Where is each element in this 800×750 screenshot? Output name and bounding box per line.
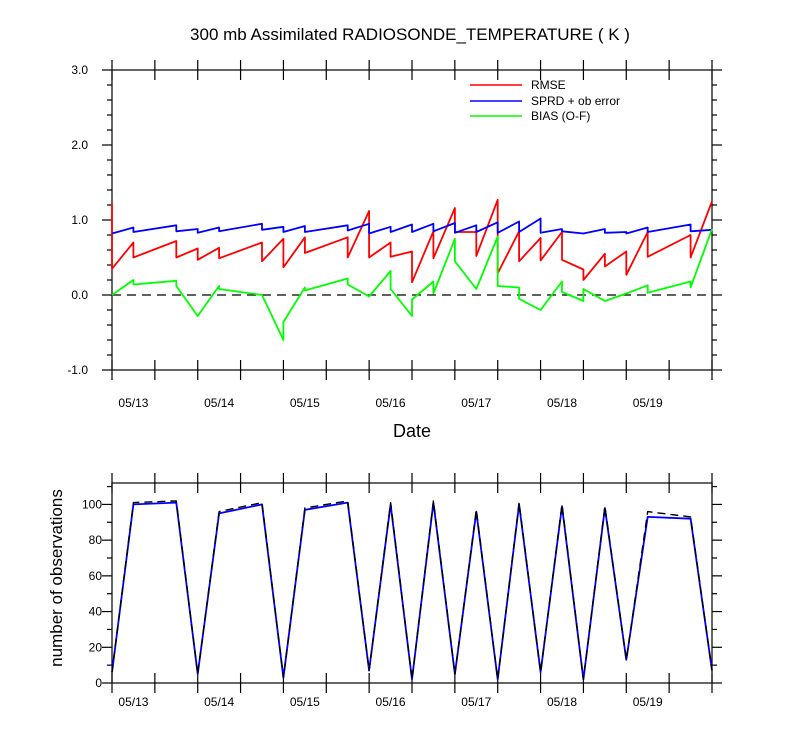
top-date-label: 05/15 <box>290 396 320 410</box>
top-y-tick-label: 0.0 <box>71 288 88 302</box>
bottom-date-label: 05/13 <box>118 695 148 709</box>
top-ticks <box>102 60 722 380</box>
top-y-tick-label: 2.0 <box>71 138 88 152</box>
top-date-label: 05/19 <box>633 396 663 410</box>
bottom-y-tick-labels: 0 20 40 60 80 100 <box>82 497 102 690</box>
top-date-label: 05/16 <box>376 396 406 410</box>
bottom-series-observations-dashed <box>111 500 713 681</box>
bottom-series <box>111 500 713 681</box>
bottom-date-label: 05/14 <box>204 695 234 709</box>
top-series-rmse <box>111 198 713 284</box>
bottom-y-tick-label: 20 <box>89 640 103 654</box>
bottom-y-tick-label: 100 <box>82 497 102 511</box>
top-series-bias-o-f <box>111 228 713 341</box>
top-y-tick-label: 1.0 <box>71 213 88 227</box>
top-plot-frame <box>111 69 713 371</box>
top-panel: -1.00.01.02.03.0 05/13 05/14 05/15 05/16 05/… <box>67 60 722 441</box>
legend-label-sprd: SPRD + ob error <box>531 94 620 108</box>
top-series <box>111 198 713 341</box>
bottom-y-tick-label: 60 <box>89 569 103 583</box>
bottom-date-label: 05/15 <box>290 695 320 709</box>
top-date-label: 05/17 <box>461 396 491 410</box>
bottom-date-label: 05/19 <box>633 695 663 709</box>
top-x-tick-labels: 05/13 05/14 05/15 05/16 05/17 05/18 05/19 <box>118 396 663 410</box>
top-series-sprd-ob-error <box>111 217 713 235</box>
bottom-ticks <box>102 473 722 693</box>
legend-label-rmse: RMSE <box>531 78 566 92</box>
top-date-label: 05/18 <box>547 396 577 410</box>
top-date-label: 05/13 <box>118 396 148 410</box>
top-y-tick-label: -1.0 <box>67 363 88 377</box>
bottom-date-label: 05/18 <box>547 695 577 709</box>
top-y-tick-labels: -1.0 0.0 1.0 2.0 3.0 <box>67 63 88 377</box>
bottom-series-observations <box>111 501 713 681</box>
x-axis-title: Date <box>393 421 431 441</box>
bottom-x-tick-labels: 05/13 05/14 05/15 05/16 05/17 05/18 05/19 <box>118 695 663 709</box>
bottom-y-tick-label: 0 <box>95 676 102 690</box>
chart-title: 300 mb Assimilated RADIOSONDE_TEMPERATUR… <box>190 25 630 44</box>
bottom-plot-frame <box>111 482 713 684</box>
bottom-date-label: 05/16 <box>376 695 406 709</box>
top-y-tick-label: 3.0 <box>71 63 88 77</box>
bottom-y-tick-label: 40 <box>89 605 103 619</box>
legend-label-bias: BIAS (O-F) <box>531 109 590 123</box>
bottom-y-tick-label: 80 <box>89 533 103 547</box>
bottom-date-label: 05/17 <box>461 695 491 709</box>
legend: RMSE SPRD + ob error BIAS (O-F) <box>470 78 620 123</box>
y-axis-title-observations: number of observations <box>47 489 66 667</box>
top-date-label: 05/14 <box>204 396 234 410</box>
